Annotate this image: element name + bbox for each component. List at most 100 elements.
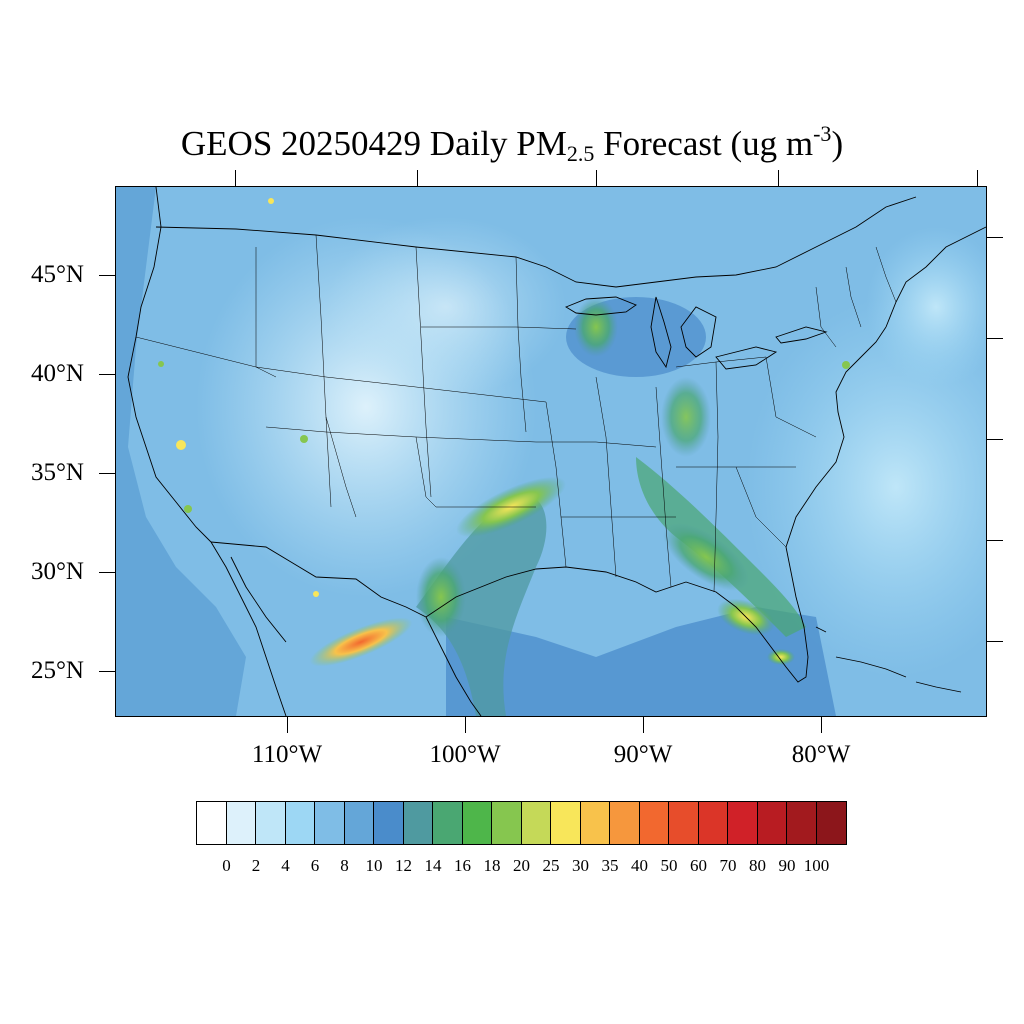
left-tick: [99, 572, 115, 573]
hotspot: [313, 591, 319, 597]
hotspot: [268, 198, 274, 204]
left-tick: [99, 275, 115, 276]
colorbar-swatch: [492, 802, 522, 844]
georgia-plume: [663, 523, 749, 591]
colorbar-tick-label: 8: [340, 856, 349, 875]
top-tick: [977, 170, 978, 186]
coastlines: [127, 187, 986, 716]
right-tick: [987, 439, 1003, 440]
colorbar-swatch: [197, 802, 227, 844]
hotspot: [842, 361, 850, 369]
longitude-label-100w: 100°W: [429, 741, 501, 768]
top-tick: [596, 170, 597, 186]
colorbar-swatch: [462, 802, 492, 844]
colorbar-swatch: [433, 802, 463, 844]
chart-title: GEOS 20250429 Daily PM2.5 Forecast (ug m…: [0, 112, 1024, 176]
latitude-label-45n: 45°N: [30, 261, 84, 288]
plume-band: [416, 495, 547, 716]
state-lines: [135, 234, 897, 593]
colorbar-swatch: [226, 802, 256, 844]
colorbar-swatch: [728, 802, 758, 844]
florida-south-plume: [767, 649, 795, 665]
colorbar-tick-label: 6: [310, 856, 320, 875]
colorbar-swatch: [403, 802, 433, 844]
colorbar-swatch: [669, 802, 699, 844]
colorbar-tick-label: 2: [251, 856, 261, 875]
colorbar-tick-label: 50: [660, 856, 678, 875]
ohio-valley-green: [661, 377, 711, 457]
left-tick: [99, 671, 115, 672]
colorbar: [196, 801, 847, 845]
colorbar-tick-label: 90: [778, 856, 796, 875]
longitude-label-90w: 90°W: [613, 741, 673, 768]
longitude-label-110w: 110°W: [251, 741, 323, 768]
left-tick: [99, 374, 115, 375]
right-tick: [987, 540, 1003, 541]
title-prefix: GEOS 20250429 Daily PM: [180, 124, 567, 163]
pm25-map: [116, 187, 986, 716]
colorbar-swatch: [256, 802, 286, 844]
top-tick: [417, 170, 418, 186]
colorbar-swatch: [816, 802, 846, 844]
latitude-label-35n: 35°N: [30, 459, 84, 486]
hotspot: [158, 361, 164, 367]
atlantic-light: [866, 227, 986, 387]
longitude-label-80w: 80°W: [791, 741, 851, 768]
top-tick: [778, 170, 779, 186]
western-light-area: [326, 217, 566, 397]
colorbar-swatch: [610, 802, 640, 844]
title-suffix: ): [831, 124, 844, 163]
title-superscript: -3: [813, 121, 832, 146]
colorbar-swatch: [757, 802, 787, 844]
latitude-label-25n: 25°N: [30, 657, 84, 684]
colorbar-swatch: [580, 802, 610, 844]
gulf-of-mexico: [446, 607, 836, 716]
colorbar-tick-label: 70: [719, 856, 737, 875]
caribbean-islands: [815, 626, 962, 693]
title-middle: Forecast (ug m: [594, 124, 814, 163]
colorbar-swatch: [315, 802, 345, 844]
hotspot: [300, 435, 308, 443]
mexico-fire-plume: [309, 617, 413, 667]
colorbar-tick-label: 80: [749, 856, 766, 875]
colorbar-tick-label: 60: [690, 856, 707, 875]
bottom-tick: [287, 717, 288, 733]
colorbar-tick-label: 10: [365, 856, 383, 875]
great-lakes-green: [574, 297, 618, 357]
colorbar-swatch: [639, 802, 669, 844]
colorbar-swatch: [551, 802, 581, 844]
colorbar-tick-label: 20: [513, 856, 530, 875]
latitude-label-30n: 30°N: [30, 558, 84, 585]
colorbar-tick-label: 40: [631, 856, 648, 875]
colorbar-swatch: [374, 802, 404, 844]
pacific-ocean: [116, 187, 246, 716]
colorbar-swatch: [787, 802, 817, 844]
colorbar-tick-label: 12: [395, 856, 412, 875]
hotspot: [184, 505, 192, 513]
right-tick: [987, 641, 1003, 642]
bottom-tick: [465, 717, 466, 733]
latitude-label-40n: 40°N: [30, 360, 84, 387]
colorbar-tick-label: 0: [222, 856, 231, 875]
colorbar-tick-label: 35: [601, 856, 619, 875]
bottom-tick: [643, 717, 644, 733]
colorbar-swatch: [698, 802, 728, 844]
colorbar-tick-label: 18: [483, 856, 501, 875]
title-subscript: 2.5: [566, 141, 595, 166]
colorbar-tick-label: 100: [803, 856, 830, 875]
texas-plume: [416, 557, 466, 637]
colorbar-tick-label: 30: [572, 856, 589, 875]
atlantic-light: [746, 297, 986, 677]
right-tick: [987, 338, 1003, 339]
colorbar-tick-label: 4: [281, 856, 290, 875]
colorbar-swatch: [344, 802, 374, 844]
colorbar-swatch: [521, 802, 551, 844]
colorbar-tick-label: 14: [424, 856, 442, 875]
hotspot: [176, 440, 186, 450]
top-tick: [235, 170, 236, 186]
map-frame: [115, 186, 987, 717]
right-tick: [987, 237, 1003, 238]
colorbar-swatch: [285, 802, 315, 844]
colorbar-tick-label: 25: [542, 856, 560, 875]
left-tick: [99, 473, 115, 474]
